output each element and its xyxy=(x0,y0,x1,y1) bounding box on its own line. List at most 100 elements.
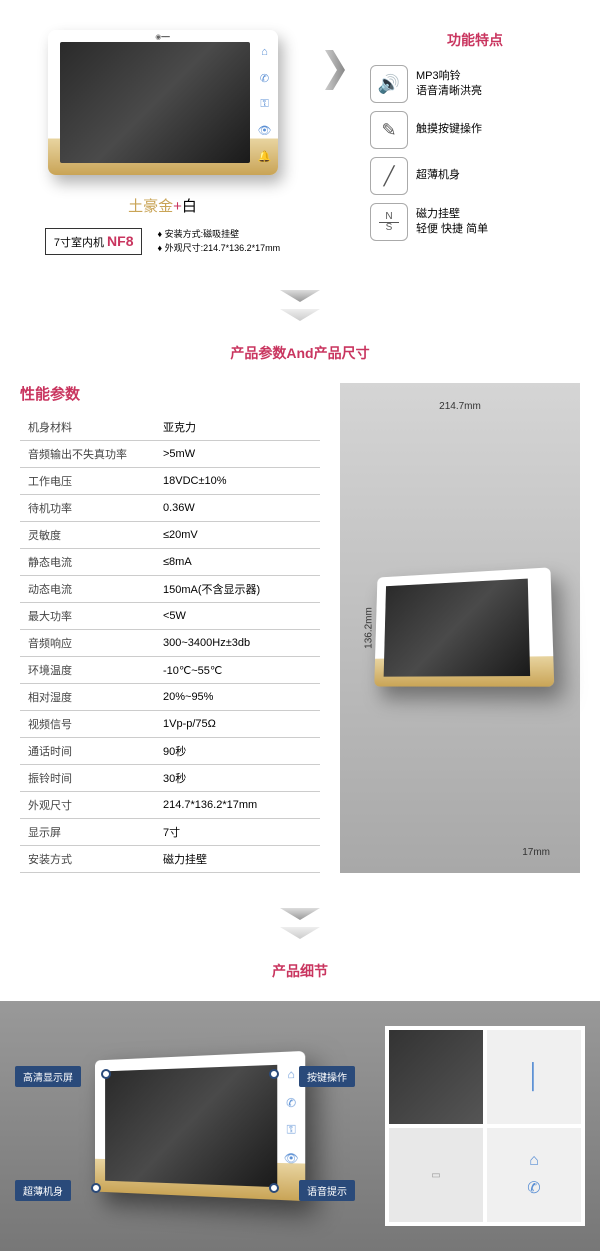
chevron-down-icon xyxy=(280,927,320,939)
spec-table-wrap: 性能参数 机身材料亚克力音频输出不失真功率>5mW工作电压18VDC±10%待机… xyxy=(20,383,320,873)
spec-key: 工作电压 xyxy=(20,468,155,495)
table-row: 待机功率0.36W xyxy=(20,495,320,522)
spec-key: 动态电流 xyxy=(20,576,155,603)
feature-text: 超薄机身 xyxy=(416,168,460,183)
spec-val: 磁力挂壁 xyxy=(155,846,320,873)
device-screen xyxy=(60,42,250,163)
brand-logo: ◉━━ xyxy=(155,33,170,41)
table-row: 显示屏7寸 xyxy=(20,819,320,846)
table-row: 工作电压18VDC±10% xyxy=(20,468,320,495)
model-box: 7寸室内机 NF8 xyxy=(45,228,143,255)
features-title: 功能特点 xyxy=(370,30,580,50)
key-icon: ⚿ xyxy=(258,97,272,111)
section-divider xyxy=(0,290,600,328)
spec-val: 0.36W xyxy=(155,495,320,522)
callout-label: 语音提示 xyxy=(299,1180,355,1201)
spec-val: 亚克力 xyxy=(155,414,320,441)
table-row: 外观尺寸214.7*136.2*17mm xyxy=(20,792,320,819)
spec-key: 最大功率 xyxy=(20,603,155,630)
eye-icon: 👁 xyxy=(283,1150,298,1165)
table-row: 音频输出不失真功率>5mW xyxy=(20,441,320,468)
table-row: 环境温度-10℃~55℃ xyxy=(20,657,320,684)
grid-cell-side: │ xyxy=(487,1030,581,1124)
color-label: 土豪金+白 xyxy=(128,195,197,216)
eye-icon: 👁 xyxy=(258,123,272,137)
table-row: 通话时间90秒 xyxy=(20,738,320,765)
spec-key: 通话时间 xyxy=(20,738,155,765)
table-row: 视频信号1Vp-p/75Ω xyxy=(20,711,320,738)
phone-icon: ✆ xyxy=(283,1095,298,1110)
spec-key: 相对湿度 xyxy=(20,684,155,711)
spec-val: ≤20mV xyxy=(155,522,320,549)
spec-key: 外观尺寸 xyxy=(20,792,155,819)
device-side-icons: ⌂ ✆ ⚿ 👁 xyxy=(283,1067,298,1165)
section-title: 产品参数And产品尺寸 xyxy=(0,343,600,363)
grid-cell-front xyxy=(389,1030,483,1124)
spec-val: >5mW xyxy=(155,441,320,468)
feature-icon: ✎ xyxy=(370,111,408,149)
feature-row: 🔊 MP3响铃语音清晰洪亮 xyxy=(370,65,580,103)
feature-icon: NS xyxy=(370,203,408,241)
chevron-down-icon xyxy=(280,908,320,920)
spec-val: 150mA(不含显示器) xyxy=(155,576,320,603)
grid-cell-back: ▭ xyxy=(389,1128,483,1222)
spec-val: ≤8mA xyxy=(155,549,320,576)
spec-line: ♦ 外观尺寸:214.7*136.2*17mm xyxy=(157,242,280,256)
dim-depth: 17mm xyxy=(522,847,550,858)
gold-text: 土豪金 xyxy=(128,198,173,215)
home-icon: ⌂ xyxy=(283,1067,298,1082)
spec-table: 机身材料亚克力音频输出不失真功率>5mW工作电压18VDC±10%待机功率0.3… xyxy=(20,414,320,873)
spec-val: -10℃~55℃ xyxy=(155,657,320,684)
spec-val: <5W xyxy=(155,603,320,630)
features-column: 功能特点 🔊 MP3响铃语音清晰洪亮 ✎触摸按键操作 ╱超薄机身 NS 磁力挂壁轻便 快捷… xyxy=(370,30,580,255)
detail-grid: │ ▭ ⌂✆ xyxy=(385,1026,585,1226)
model-prefix: 7寸室内机 xyxy=(54,237,104,249)
arrow-icon xyxy=(325,50,345,90)
plus-text: + xyxy=(173,198,182,215)
spec-key: 振铃时间 xyxy=(20,765,155,792)
feature-row: NS 磁力挂壁轻便 快捷 简单 xyxy=(370,203,580,241)
home-icon: ⌂ xyxy=(258,45,272,59)
table-row: 最大功率<5W xyxy=(20,603,320,630)
dimension-image: 214.7mm 136.2mm 17mm xyxy=(340,383,580,873)
feature-text: MP3响铃语音清晰洪亮 xyxy=(416,69,482,100)
spec-key: 灵敏度 xyxy=(20,522,155,549)
callout-label: 高清显示屏 xyxy=(15,1066,81,1087)
section-details: ⌂ ✆ ⚿ 👁 高清显示屏 超薄机身 按键操作 语音提示 │ ▭ ⌂✆ xyxy=(0,1001,600,1251)
feature-icon: 🔊 xyxy=(370,65,408,103)
white-text: 白 xyxy=(182,198,197,215)
spec-key: 安装方式 xyxy=(20,846,155,873)
spec-line: ♦ 安装方式:磁吸挂壁 xyxy=(157,228,280,242)
feature-row: ╱超薄机身 xyxy=(370,157,580,195)
model-number: NF8 xyxy=(107,233,133,249)
spec-small: ♦ 安装方式:磁吸挂壁 ♦ 外观尺寸:214.7*136.2*17mm xyxy=(157,228,280,255)
spec-val: 7寸 xyxy=(155,819,320,846)
spec-key: 音频响应 xyxy=(20,630,155,657)
spec-val: 214.7*136.2*17mm xyxy=(155,792,320,819)
detail-screen xyxy=(105,1065,277,1187)
phone-icon: ✆ xyxy=(258,71,272,85)
feature-text: 磁力挂壁轻便 快捷 简单 xyxy=(416,207,488,238)
dim-height: 136.2mm xyxy=(363,607,374,649)
spec-key: 机身材料 xyxy=(20,414,155,441)
spec-val: 30秒 xyxy=(155,765,320,792)
spec-val: 90秒 xyxy=(155,738,320,765)
device-mockup: ◉━━ ⌂ ✆ ⚿ 👁 🔔 xyxy=(48,30,278,175)
dim-screen xyxy=(384,578,530,676)
chevron-down-icon xyxy=(280,309,320,321)
section-product-intro: ◉━━ ⌂ ✆ ⚿ 👁 🔔 土豪金+白 7寸室内机 NF8 ♦ 安装方式:磁吸挂… xyxy=(0,0,600,275)
spec-val: 1Vp-p/75Ω xyxy=(155,711,320,738)
table-row: 相对湿度20%~95% xyxy=(20,684,320,711)
spec-key: 音频输出不失真功率 xyxy=(20,441,155,468)
table-row: 静态电流≤8mA xyxy=(20,549,320,576)
spec-val: 300~3400Hz±3db xyxy=(155,630,320,657)
detail-device-wrap: ⌂ ✆ ⚿ 👁 高清显示屏 超薄机身 按键操作 语音提示 xyxy=(15,1026,370,1226)
grid-cell-icons: ⌂✆ xyxy=(487,1128,581,1222)
spec-key: 环境温度 xyxy=(20,657,155,684)
feature-row: ✎触摸按键操作 xyxy=(370,111,580,149)
table-row: 动态电流150mA(不含显示器) xyxy=(20,576,320,603)
section-specs: 性能参数 机身材料亚克力音频输出不失真功率>5mW工作电压18VDC±10%待机… xyxy=(0,383,600,893)
callout-label: 按键操作 xyxy=(299,1066,355,1087)
spec-key: 待机功率 xyxy=(20,495,155,522)
chevron-down-icon xyxy=(280,290,320,302)
